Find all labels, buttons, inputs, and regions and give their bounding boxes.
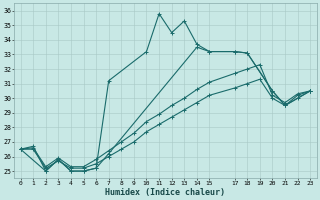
X-axis label: Humidex (Indice chaleur): Humidex (Indice chaleur) — [105, 188, 225, 197]
